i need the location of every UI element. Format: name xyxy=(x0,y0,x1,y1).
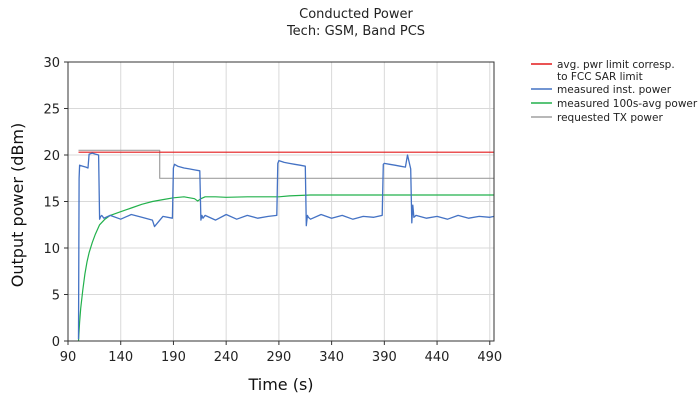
series-lines xyxy=(77,149,495,342)
axis-ticks: 90 140 190 240 290 340 390 440 490 0 5 10 15 20 25 30 xyxy=(43,56,502,365)
y-tick-label: 5 xyxy=(52,289,60,304)
grid-lines xyxy=(67,61,494,342)
legend-label: requested TX power xyxy=(557,112,663,124)
chart-title: Conducted Power xyxy=(299,7,413,22)
x-tick-label: 390 xyxy=(372,350,397,365)
y-tick-label: 15 xyxy=(43,196,60,211)
x-tick-label: 190 xyxy=(161,350,186,365)
x-axis-label: Time (s) xyxy=(247,375,313,394)
y-axis-label: Output power (dBm) xyxy=(8,123,27,287)
y-tick-label: 10 xyxy=(43,242,60,257)
series-line-measured-100s-avg-power xyxy=(77,194,494,342)
series-line-requested-tx-power xyxy=(78,149,494,179)
x-tick-label: 140 xyxy=(108,350,133,365)
legend-label: measured inst. power xyxy=(557,84,672,96)
y-tick-label: 0 xyxy=(52,335,60,350)
x-tick-label: 290 xyxy=(266,350,291,365)
series-line-measured-inst-power xyxy=(77,152,495,340)
legend-label: avg. pwr limit corresp. to FCC SAR limit xyxy=(557,59,675,83)
y-tick-label: 25 xyxy=(43,103,60,118)
legend-label: measured 100s-avg power xyxy=(557,98,698,110)
y-tick-label: 20 xyxy=(43,149,60,164)
x-tick-label: 90 xyxy=(60,350,77,365)
x-tick-label: 440 xyxy=(425,350,450,365)
y-tick-label: 30 xyxy=(43,56,60,71)
x-tick-label: 340 xyxy=(319,350,344,365)
x-tick-label: 490 xyxy=(477,350,502,365)
chart-subtitle: Tech: GSM, Band PCS xyxy=(286,24,425,39)
legend: avg. pwr limit corresp. to FCC SAR limitm… xyxy=(531,59,698,124)
x-tick-label: 240 xyxy=(214,350,239,365)
